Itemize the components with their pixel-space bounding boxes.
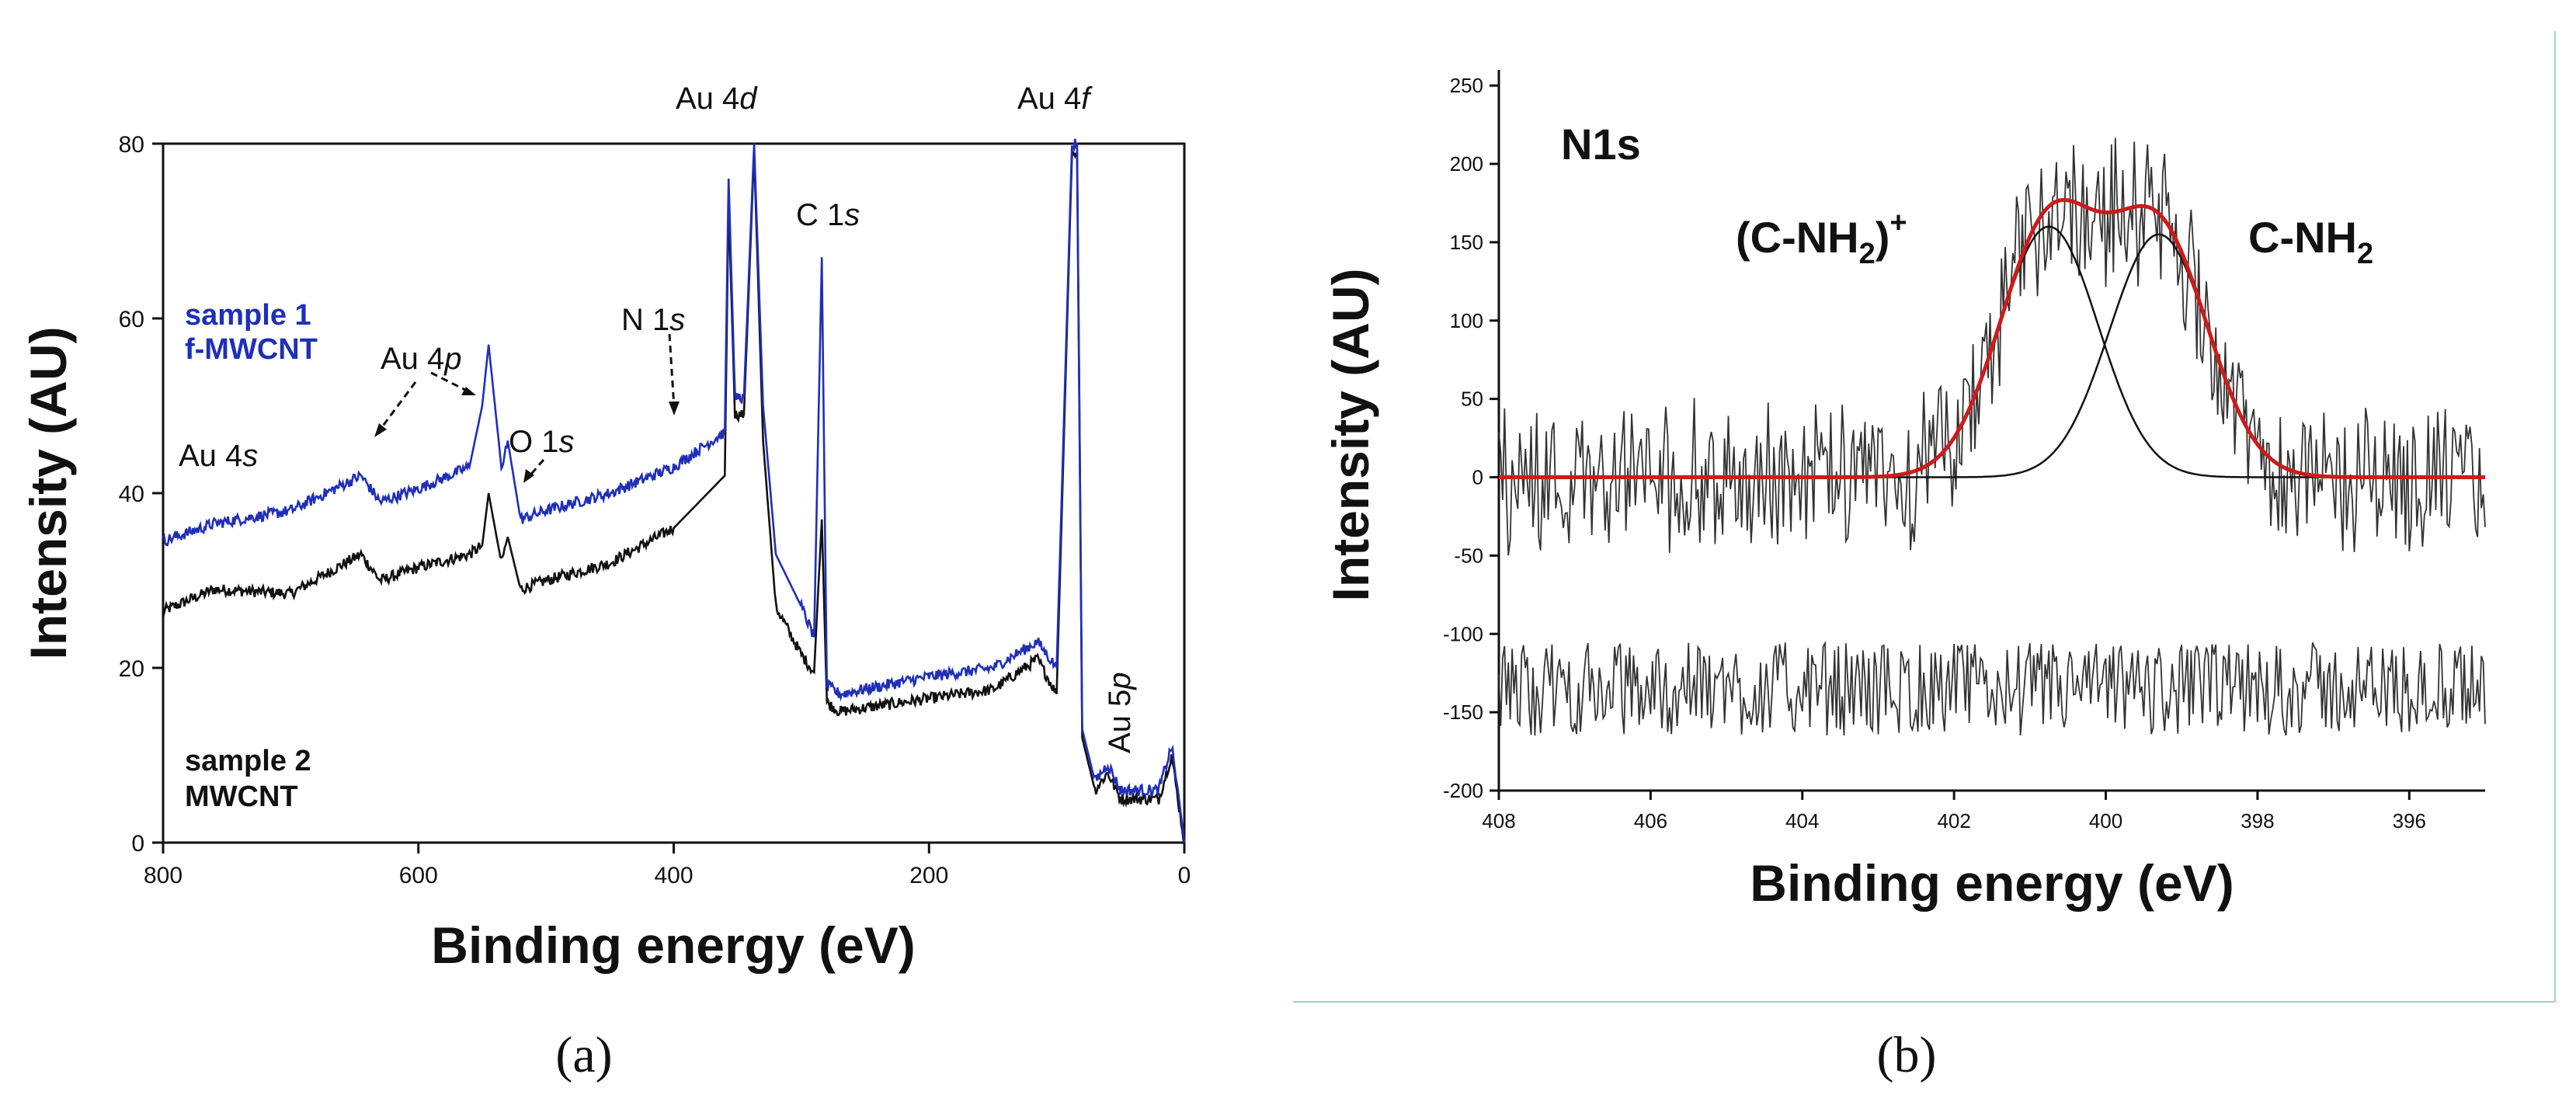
annotation-au4d: Au 4d [676, 82, 758, 116]
panel-a-ticks: 800 600 400 200 0 0 20 40 60 80 [119, 132, 1191, 888]
sample2-label: sample 2 [185, 745, 311, 777]
panel-b-title: N1s [1561, 120, 1641, 169]
annotation-arrows [377, 333, 676, 478]
label-amine-sub: 2 [2357, 238, 2373, 270]
panel-b-y-axis-label: Intensity (AU) [1322, 269, 1379, 602]
panel-b-series [1498, 137, 2486, 736]
arrowhead-au4p-2 [461, 387, 476, 395]
a-x-tick-label: 200 [909, 863, 948, 888]
label-charged-amine: (C-NH2)+ [1736, 207, 1907, 270]
b-x-tick-label: 404 [1785, 809, 1819, 833]
a-x-tick-label: 400 [654, 863, 693, 888]
sample2-sublabel: MWCNT [185, 780, 298, 813]
sample1-label: sample 1 [185, 299, 311, 332]
arrow-o1s [527, 459, 545, 478]
panel-a-x-axis-label: Binding energy (eV) [431, 916, 915, 974]
label-amine: C-NH2 [2248, 213, 2373, 270]
a-y-tick-label: 80 [119, 132, 144, 158]
series-sample1 [162, 138, 1186, 843]
annotation-au4p: Au 4p [381, 342, 462, 376]
a-y-tick-label: 20 [119, 656, 144, 682]
b-x-tick-label: 400 [2089, 809, 2122, 833]
b-y-tick-label: 250 [1450, 74, 1483, 97]
a-x-tick-label: 600 [399, 863, 438, 888]
arrow-au4p-2 [430, 371, 471, 394]
b-y-tick-label: -50 [1454, 544, 1483, 567]
series-sample2 [162, 149, 1186, 843]
panel-a: 800 600 400 200 0 0 20 40 60 80 Binding energy (e… [19, 82, 1191, 1083]
label-charged-amine-main: (C-NH [1736, 213, 1859, 262]
a-y-tick-label: 0 [131, 831, 144, 857]
series-raw-data [1498, 137, 2486, 556]
a-y-tick-label: 40 [119, 481, 144, 507]
a-y-tick-label: 60 [119, 307, 144, 332]
b-y-tick-label: 200 [1450, 152, 1483, 176]
arrow-au4p-1 [377, 381, 417, 432]
panel-a-y-axis-label: Intensity (AU) [19, 327, 77, 660]
b-x-tick-label: 402 [1937, 809, 1970, 833]
panel-b-ticks: 408 406 404 402 400 398 396 250 200 150 100 50 0 -50 -… [1443, 74, 2426, 833]
a-x-tick-label: 800 [144, 863, 183, 888]
caption-b: (b) [1877, 1027, 1937, 1083]
arrow-n1s [668, 333, 676, 408]
arrowhead-o1s [523, 469, 534, 483]
series-residual [1498, 640, 2486, 736]
annotation-o1s: O 1s [509, 425, 574, 459]
label-charged-amine-sup: + [1889, 207, 1907, 239]
b-x-tick-label: 396 [2393, 809, 2426, 833]
arrowhead-n1s [669, 402, 680, 415]
annotation-au4s: Au 4s [179, 439, 258, 473]
panel-a-plot-frame [162, 142, 1186, 844]
b-y-tick-label: 50 [1461, 388, 1483, 411]
b-x-tick-label: 398 [2241, 809, 2274, 833]
caption-a: (a) [555, 1027, 612, 1083]
annotation-c1s: C 1s [796, 198, 860, 232]
annotation-n1s: N 1s [621, 303, 685, 337]
b-y-tick-label: 150 [1450, 231, 1483, 254]
annotation-au4f: Au 4f [1017, 82, 1093, 116]
label-charged-amine-tail: ) [1876, 213, 1890, 262]
b-y-tick-label: 100 [1450, 309, 1483, 332]
b-y-tick-label: -100 [1443, 622, 1483, 645]
panel-a-series [162, 138, 1186, 843]
fit-envelope [1499, 197, 2485, 479]
annotation-au5p: Au 5p [1103, 672, 1137, 753]
panel-b-x-axis-label: Binding energy (eV) [1750, 854, 2234, 912]
b-y-tick-label: -200 [1443, 779, 1483, 802]
label-amine-main: C-NH [2248, 213, 2357, 262]
b-x-tick-label: 408 [1482, 809, 1515, 833]
a-x-tick-label: 0 [1178, 863, 1191, 888]
b-y-tick-label: 0 [1472, 466, 1483, 489]
label-charged-amine-sub: 2 [1859, 238, 1876, 270]
arrowhead-au4p-1 [374, 423, 387, 437]
arrowheads [374, 387, 680, 483]
b-x-tick-label: 406 [1634, 809, 1667, 833]
b-y-tick-label: -150 [1443, 700, 1483, 724]
panel-b: 408 406 404 402 400 398 396 250 200 150 100 50 0 -50 -… [1293, 31, 2556, 1083]
sample1-sublabel: f-MWCNT [185, 333, 318, 366]
